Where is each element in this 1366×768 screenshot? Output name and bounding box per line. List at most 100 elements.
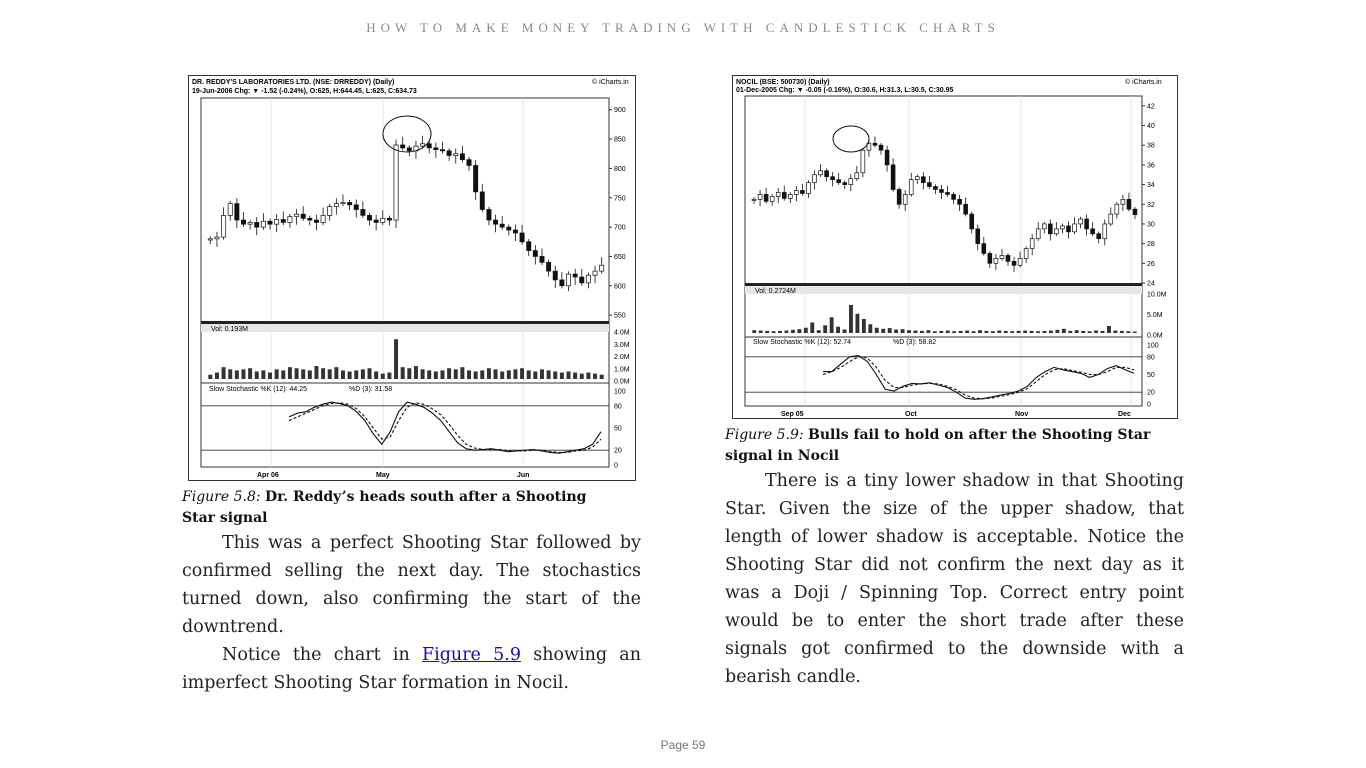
candle-body	[987, 253, 993, 264]
candle-body	[1114, 203, 1120, 215]
candle-body	[373, 219, 379, 223]
candle-body	[546, 261, 552, 272]
candle-body	[300, 213, 306, 219]
candle-body	[453, 153, 459, 156]
candle-body	[836, 179, 841, 183]
figure-5-9-link[interactable]: Figure 5.9	[421, 645, 521, 665]
icharts-watermark: © iCharts.in	[1125, 78, 1162, 86]
volume-bar	[413, 366, 418, 379]
volume-tick-label: 4.0M	[614, 330, 630, 337]
panel-separator	[201, 321, 609, 324]
volume-bar	[473, 371, 478, 379]
paragraph: This was a perfect Shooting Star followe…	[182, 533, 641, 637]
volume-bar	[1048, 330, 1053, 333]
candle-body	[360, 209, 366, 216]
candle-body	[539, 256, 545, 263]
candle-body	[1108, 213, 1114, 225]
volume-bar	[965, 330, 970, 333]
volume-tick-label: 1.0M	[614, 366, 630, 373]
candle-body	[945, 192, 950, 195]
candle-body	[313, 219, 319, 223]
volume-bar	[593, 373, 598, 379]
volume-bar	[214, 372, 219, 379]
volume-bar	[939, 330, 944, 333]
candle-body	[830, 176, 835, 181]
volume-bar	[1126, 331, 1131, 333]
candle-body	[1048, 223, 1053, 235]
page-number: Page 59	[660, 738, 706, 752]
volume-bar	[520, 368, 525, 379]
candle-body	[993, 258, 999, 264]
volume-bar	[1055, 329, 1060, 333]
candle-body	[446, 150, 452, 156]
candle-body	[241, 219, 246, 225]
volume-bar	[1036, 331, 1040, 333]
candle-body	[806, 182, 811, 194]
volume-bar	[486, 368, 491, 379]
caption-text: Bulls fail to hold on after the Shooting…	[725, 427, 1151, 464]
stochastic-tick-label: 0	[1147, 402, 1151, 409]
text-span: Notice the chart in	[222, 645, 410, 665]
x-axis-label: Jun	[517, 472, 529, 479]
left-column-text: This was a perfect Shooting Star followe…	[182, 529, 641, 697]
price-tick-label: 800	[614, 166, 626, 173]
volume-tick-label: 0.0M	[614, 379, 630, 386]
volume-bar	[1023, 330, 1028, 333]
volume-bar	[823, 325, 828, 333]
candle-body	[347, 202, 353, 206]
candle-body	[848, 178, 854, 185]
candle-body	[592, 270, 598, 276]
candle-body	[473, 165, 479, 193]
volume-bar	[566, 371, 571, 379]
volume-bar	[778, 330, 782, 333]
candle-body	[902, 194, 908, 205]
volume-bar	[958, 330, 963, 333]
volume-bar	[374, 371, 379, 379]
candle-body	[1132, 208, 1138, 215]
volume-tick-label: 2.0M	[614, 354, 630, 361]
volume-bar	[254, 371, 259, 379]
volume-bar	[913, 330, 918, 333]
volume-bar	[287, 367, 292, 379]
candle-body	[420, 143, 426, 147]
volume-bar	[599, 374, 604, 379]
volume-bar	[387, 372, 392, 379]
figure-5-9-caption: Figure 5.9: Bulls fail to hold on after …	[725, 425, 1185, 467]
candle-body	[234, 203, 240, 221]
price-tick-label: 42	[1147, 103, 1155, 110]
volume-bar	[971, 331, 976, 333]
volume-bar	[460, 367, 465, 379]
candle-body	[812, 174, 817, 183]
volume-bar	[480, 370, 485, 379]
price-tick-label: 550	[614, 313, 626, 320]
candle-body	[559, 279, 565, 287]
candle-body	[1054, 228, 1059, 235]
volume-bar	[493, 369, 498, 379]
price-tick-label: 850	[614, 137, 626, 144]
text-span: showing an imperfect Shooting Star forma…	[182, 645, 641, 693]
stochastic-d-label: %D (3): 31.58	[349, 386, 392, 393]
volume-tick-label: 5.0M	[1147, 312, 1163, 319]
volume-bar	[354, 370, 359, 379]
price-tick-label: 36	[1147, 162, 1155, 169]
volume-bar	[1119, 330, 1124, 333]
volume-bar	[932, 331, 937, 333]
volume-bar	[367, 368, 372, 379]
candle-body	[386, 217, 392, 221]
candle-body	[1060, 225, 1065, 230]
running-head: HOW TO MAKE MONEY TRADING WITH CANDLESTI…	[366, 20, 1000, 35]
candle-body	[433, 147, 439, 150]
volume-bar	[874, 327, 879, 333]
volume-bar	[1094, 330, 1099, 333]
volume-bar	[546, 370, 551, 379]
volume-bar	[559, 372, 564, 379]
candle-body	[824, 170, 829, 178]
stochastic-tick-label: 100	[1147, 343, 1159, 350]
volume-bar	[926, 330, 931, 333]
volume-bar	[868, 324, 873, 333]
candle-body	[512, 229, 518, 234]
candle-body	[247, 222, 253, 225]
candle-body	[367, 215, 372, 221]
volume-tick-label: 10.0M	[1147, 292, 1167, 299]
volume-bar	[952, 331, 957, 333]
